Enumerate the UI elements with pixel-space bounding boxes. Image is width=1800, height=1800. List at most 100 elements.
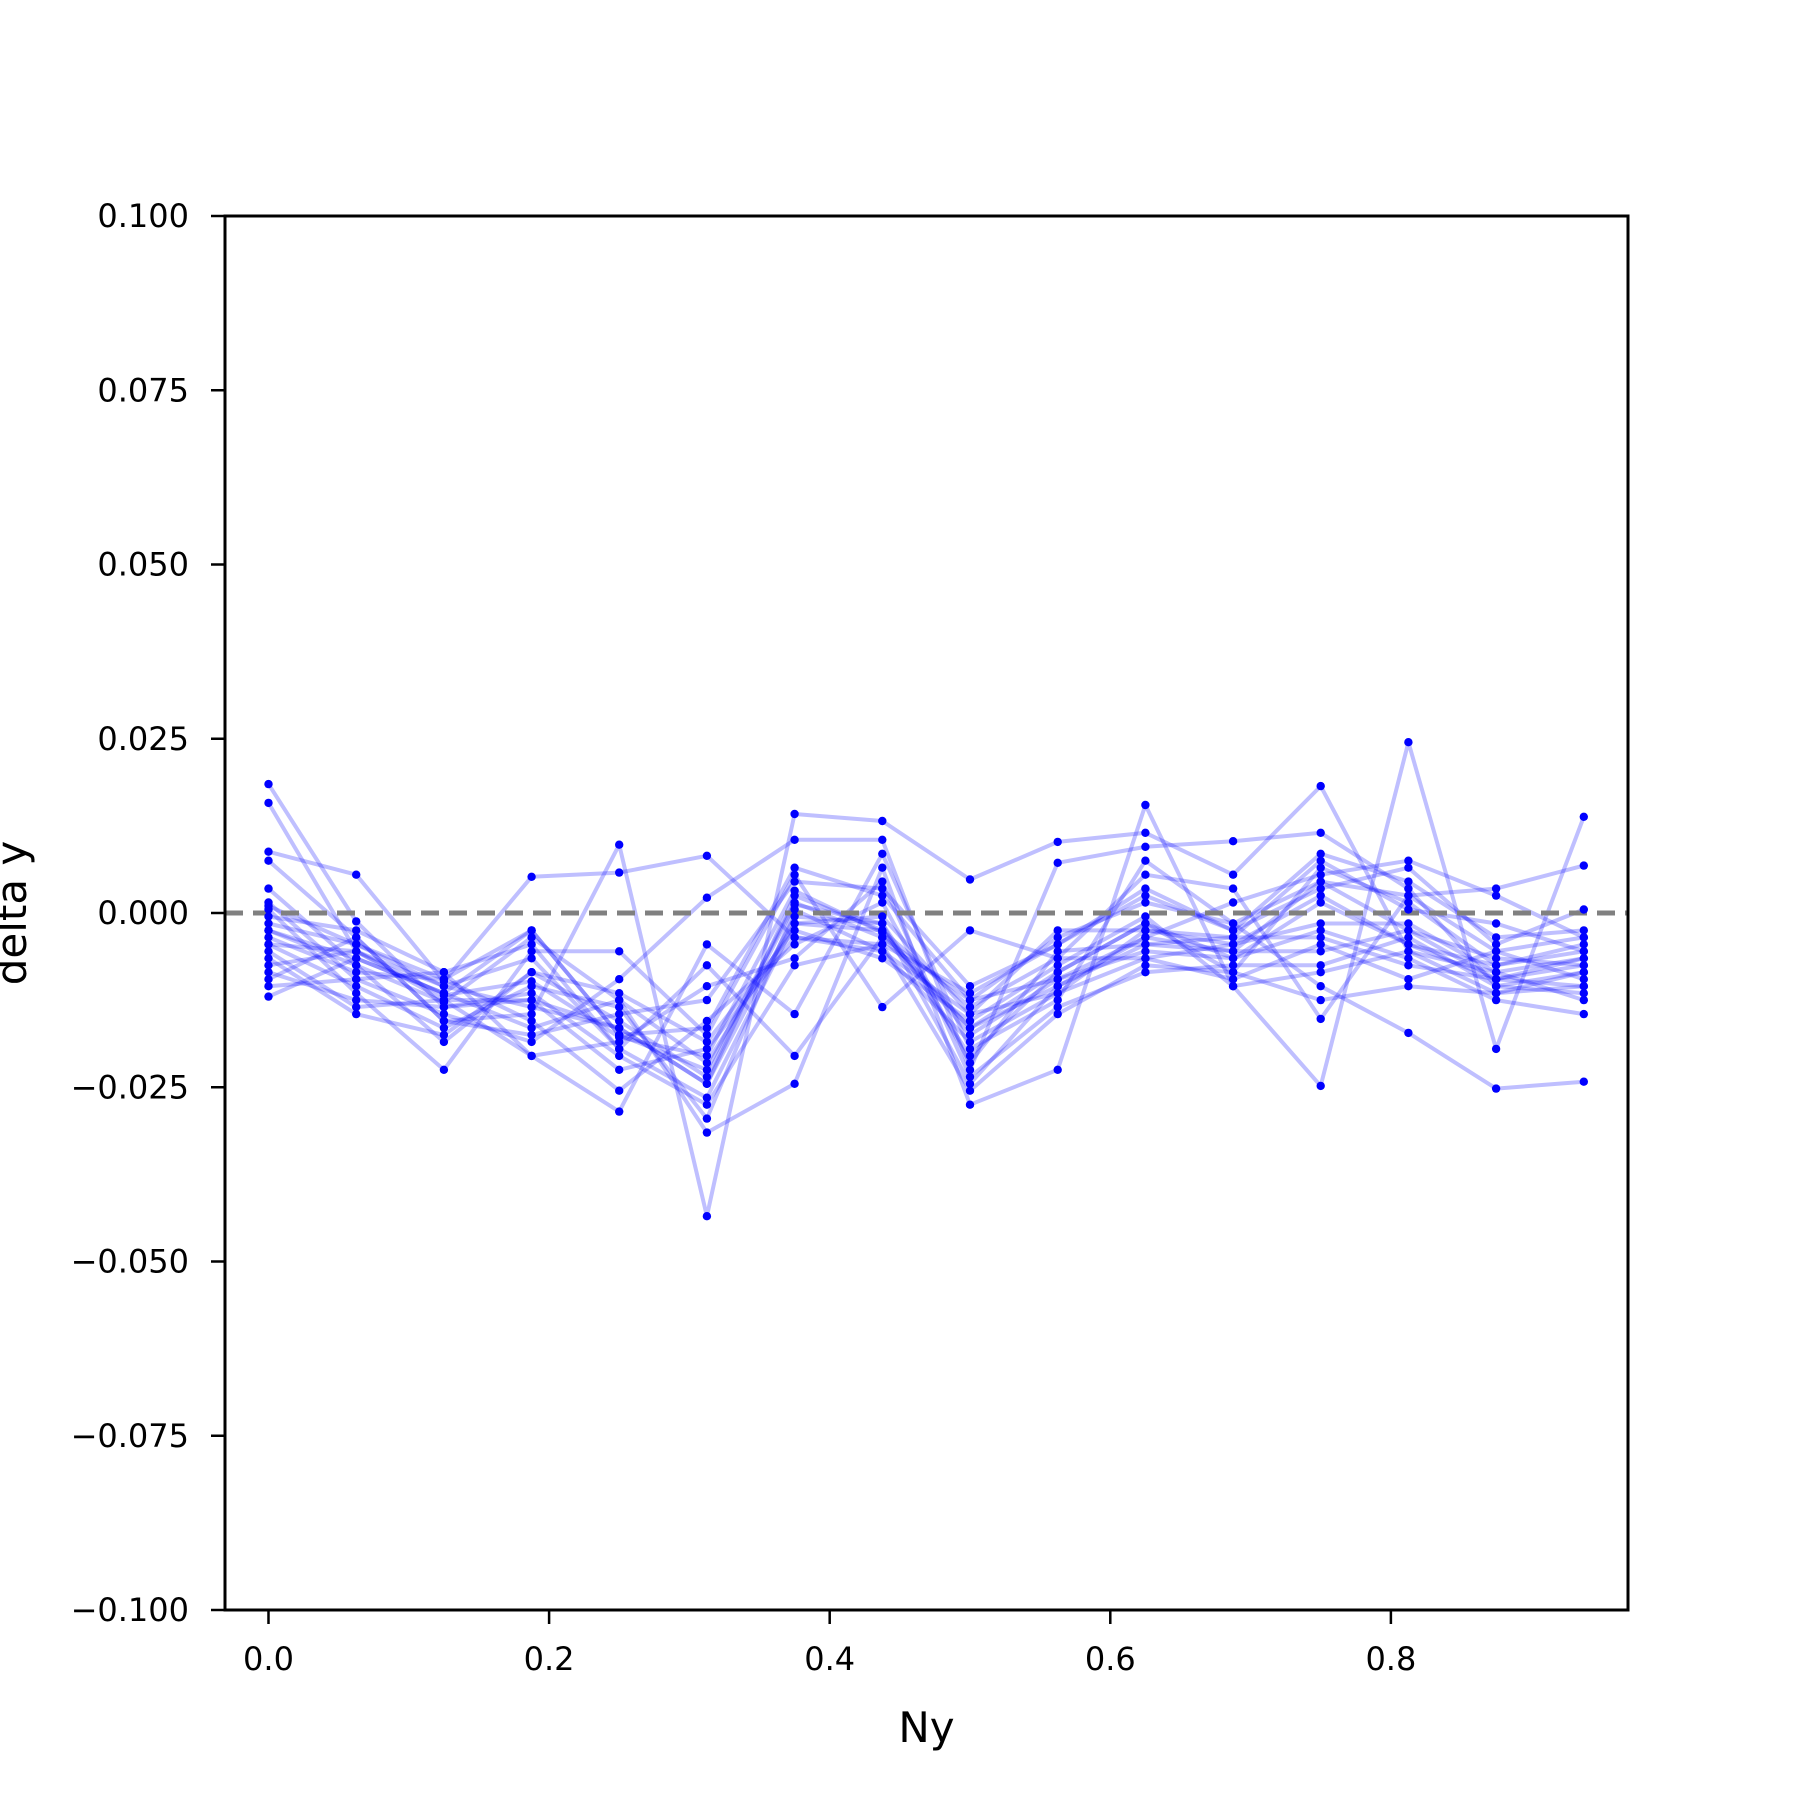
data-point: [352, 1009, 361, 1019]
data-point: [702, 1037, 712, 1047]
data-point: [1491, 940, 1501, 949]
data-point: [527, 995, 536, 1005]
data-point: [965, 1086, 975, 1095]
data-point: [264, 847, 273, 856]
data-point: [615, 989, 624, 998]
data-point: [439, 968, 449, 977]
data-point: [790, 961, 799, 970]
y-tick-label: 0.075: [97, 371, 189, 409]
data-point: [965, 1030, 975, 1040]
data-point: [1228, 919, 1238, 928]
data-point: [790, 877, 799, 886]
data-point: [790, 1009, 799, 1019]
data-point: [702, 1100, 712, 1109]
data-point: [615, 1009, 624, 1019]
data-point: [790, 900, 799, 909]
data-point: [1579, 975, 1589, 984]
data-point: [790, 891, 799, 900]
data-point: [615, 975, 624, 984]
series-line-20: [267, 900, 1585, 1079]
data-point: [1316, 968, 1325, 977]
data-point: [1141, 954, 1150, 963]
data-point: [1316, 828, 1325, 837]
data-point: [1141, 947, 1150, 956]
data-point: [1316, 891, 1325, 900]
data-point: [1141, 933, 1150, 942]
data-point: [264, 940, 273, 949]
data-point: [1579, 989, 1589, 998]
data-point: [1141, 891, 1150, 900]
data-point: [702, 1016, 712, 1026]
y-axis-ticks: 0.100 0.075 0.050 0.025 0.000 −0.025 −0.050 −0.…: [71, 197, 225, 1629]
data-point: [615, 995, 624, 1005]
y-tick-label: 0.025: [97, 720, 189, 758]
x-tick-label: 0.8: [1365, 1640, 1416, 1678]
data-point: [1053, 961, 1062, 970]
series-line-1: [266, 783, 1585, 1086]
y-tick-label: −0.075: [71, 1417, 189, 1455]
data-point: [1228, 975, 1238, 984]
series-line-15: [268, 858, 1585, 1086]
data-point: [965, 1051, 975, 1061]
data-point: [1228, 982, 1238, 991]
y-tick-label: 0.050: [97, 546, 189, 584]
data-point: [1053, 926, 1062, 935]
data-point: [878, 835, 887, 844]
data-point: [1228, 933, 1238, 942]
data-point: [1491, 982, 1501, 991]
data-point: [527, 982, 536, 991]
data-point: [1579, 812, 1589, 821]
data-point: [527, 947, 536, 956]
data-point: [1579, 933, 1589, 942]
data-point: [1141, 898, 1150, 907]
data-point: [702, 1093, 712, 1102]
data-point: [1228, 837, 1238, 846]
data-point: [1053, 933, 1062, 942]
data-point: [264, 933, 273, 942]
data-point: [790, 809, 799, 819]
data-point: [352, 933, 361, 942]
x-tick-label: 0.4: [804, 1640, 855, 1678]
data-point: [352, 1002, 361, 1012]
data-point: [1316, 870, 1325, 879]
data-point: [439, 1023, 449, 1033]
data-point: [1491, 1044, 1501, 1054]
data-point: [527, 933, 536, 942]
data-point: [527, 926, 536, 935]
series-line-6: [267, 830, 1585, 1072]
data-point: [1228, 940, 1238, 949]
data-point: [1404, 961, 1413, 970]
data-point: [1491, 891, 1501, 900]
data-point: [1491, 1084, 1501, 1093]
data-point: [702, 1072, 712, 1082]
data-point: [1491, 968, 1501, 977]
data-point: [965, 982, 975, 991]
data-point: [965, 1058, 975, 1068]
data-point: [702, 940, 712, 949]
data-point: [965, 1065, 975, 1075]
data-point: [1404, 884, 1413, 893]
x-axis-label: Ny: [898, 1703, 954, 1752]
data-point: [965, 1044, 975, 1054]
data-point: [1053, 1065, 1062, 1075]
data-point: [702, 1079, 712, 1089]
data-point: [1228, 870, 1238, 879]
data-point: [1141, 800, 1150, 810]
data-point: [615, 1002, 624, 1012]
data-point: [264, 947, 273, 956]
data-point: [790, 926, 799, 935]
x-axis-ticks: 0.0 0.2 0.4 0.6 0.8: [243, 1610, 1416, 1678]
data-point: [702, 1128, 712, 1137]
data-point: [1579, 961, 1589, 970]
data-point: [1579, 1077, 1589, 1086]
series-line-12: [267, 907, 1585, 1121]
data-point: [1141, 968, 1150, 977]
data-point: [1141, 856, 1150, 865]
data-point: [878, 919, 887, 928]
data-point: [1404, 1028, 1413, 1038]
data-point: [878, 863, 887, 872]
data-point: [1404, 919, 1413, 928]
data-point: [965, 1016, 975, 1026]
x-tick-label: 0.6: [1085, 1640, 1136, 1678]
